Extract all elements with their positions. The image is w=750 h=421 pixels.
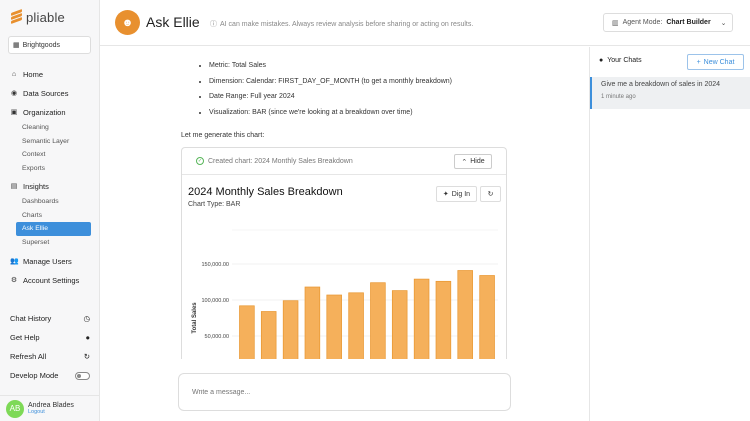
org-name: Brightgoods [22, 41, 60, 49]
nav-manage-users[interactable]: 👥 Manage Users [10, 256, 72, 266]
nav-context[interactable]: Context [22, 151, 46, 159]
nav-account-settings[interactable]: ⚙ Account Settings [10, 275, 80, 285]
response-bullets: Metric: Total Sales Dimension: Calendar:… [209, 62, 452, 124]
hide-button[interactable]: ⌃ Hide [454, 154, 492, 169]
message-input[interactable] [178, 373, 511, 411]
users-icon: 👥 [10, 258, 19, 265]
page-header: ☻ Ask Ellie ⓘ AI can make mistakes. Alwa… [100, 0, 750, 46]
avatar[interactable]: AB [6, 399, 24, 418]
list-item: Metric: Total Sales [209, 62, 452, 69]
refresh-icon: ↻ [83, 352, 90, 361]
chart-title: 2024 Monthly Sales Breakdown [188, 186, 343, 198]
bar-chart-icon: ▥ [612, 19, 619, 27]
chats-panel: ● Your Chats + New Chat Give me a breakd… [589, 47, 750, 421]
y-tick-label: 50,000.00 [205, 334, 229, 340]
chat-item-time: 1 minute ago [601, 94, 636, 100]
ai-disclaimer: ⓘ AI can make mistakes. Always review an… [210, 20, 474, 29]
refresh-icon: ↻ [487, 191, 494, 198]
chat-bubble-icon: ● [85, 333, 90, 342]
org-selector[interactable]: ▦ Brightgoods [8, 36, 91, 54]
chart-bar[interactable] [391, 290, 408, 359]
user-name: Andrea Blades [28, 402, 74, 409]
page-title: Ask Ellie [146, 14, 200, 30]
y-tick-label: 150,000.00 [201, 262, 229, 268]
created-chart-label: Created chart: 2024 Monthly Sales Breakd… [208, 157, 353, 165]
logo[interactable]: pliable [10, 8, 65, 25]
check-circle-icon: ✓ [196, 157, 204, 165]
chart-type-label: Chart Type: BAR [188, 201, 241, 208]
sparkle-icon: ✦ [442, 191, 449, 198]
chart-bar[interactable] [326, 294, 342, 359]
chat-item-title: Give me a breakdown of sales in 2024 [601, 81, 721, 88]
home-icon: ⌂ [11, 70, 17, 78]
nav-superset[interactable]: Superset [22, 238, 50, 246]
y-tick-label: 100,000.00 [201, 298, 229, 304]
database-icon: ◉ [10, 90, 18, 97]
chevron-up-icon: ⌃ [461, 158, 468, 166]
chart-bar[interactable] [457, 270, 473, 360]
sidebar: pliable ▦ Brightgoods ⌂ Home ◉ Data Sour… [0, 0, 100, 421]
list-item: Visualization: BAR (since we're looking … [209, 109, 452, 116]
chart-bar[interactable] [479, 275, 495, 360]
chat-icon: ● [599, 57, 604, 64]
chart-bar[interactable] [348, 292, 364, 359]
chart-bar[interactable] [413, 278, 430, 359]
chart-bar[interactable] [239, 305, 255, 359]
main-nav: ⌂ Home ◉ Data Sources ▣ Organization Cle… [0, 65, 100, 289]
agent-mode-dropdown[interactable]: ▥ Agent Mode: Chart Builder ⌄ [603, 13, 733, 32]
chevron-down-icon: ⌄ [720, 19, 727, 27]
refresh-all-button[interactable]: Refresh All ↻ [10, 352, 90, 361]
robot-icon: ☻ [115, 10, 140, 35]
chart-card-header: ✓ Created chart: 2024 Monthly Sales Brea… [182, 148, 506, 175]
chat-list-item[interactable]: Give me a breakdown of sales in 2024 1 m… [590, 77, 750, 109]
nav-charts[interactable]: Charts [22, 211, 43, 219]
insights-icon: ▤ [10, 183, 18, 190]
response-intro: Let me generate this chart: [181, 132, 265, 139]
chart-card: ✓ Created chart: 2024 Monthly Sales Brea… [181, 147, 507, 359]
list-item: Date Range: Full year 2024 [209, 93, 452, 100]
chart-refresh-button[interactable]: ↻ [480, 186, 501, 202]
chart-bar[interactable] [282, 300, 299, 359]
history-icon: ◷ [83, 314, 90, 323]
nav-cleaning[interactable]: Cleaning [22, 124, 49, 132]
brand-name: pliable [26, 9, 65, 25]
logout-link[interactable]: Logout [28, 409, 45, 415]
list-item: Dimension: Calendar: FIRST_DAY_OF_MONTH … [209, 78, 452, 85]
nav-exports[interactable]: Exports [22, 164, 46, 172]
develop-mode-toggle[interactable] [75, 371, 90, 380]
building-icon: ▦ [13, 42, 20, 49]
nav-data-sources[interactable]: ◉ Data Sources [10, 88, 69, 98]
get-help-button[interactable]: Get Help ● [10, 333, 90, 342]
chat-area: Metric: Total Sales Dimension: Calendar:… [100, 47, 589, 421]
y-axis-label: Total Sales [192, 302, 198, 334]
chart-bar[interactable] [260, 311, 277, 360]
plus-icon: + [696, 58, 701, 66]
chart-bar[interactable] [370, 282, 386, 359]
nav-home[interactable]: ⌂ Home [11, 69, 44, 79]
nav-semantic-layer[interactable]: Semantic Layer [22, 137, 70, 145]
chat-history-button[interactable]: Chat History ◷ [10, 314, 90, 323]
nav-organization[interactable]: ▣ Organization [10, 107, 66, 117]
nav-dashboards[interactable]: Dashboards [22, 198, 59, 206]
nav-insights[interactable]: ▤ Insights [10, 181, 49, 191]
chart-bar[interactable] [435, 280, 452, 359]
chart-bar[interactable] [304, 286, 321, 359]
user-profile: AB Andrea Blades Logout [0, 395, 100, 421]
nav-ask-ellie[interactable]: Ask Ellie [16, 222, 91, 236]
info-icon: ⓘ [210, 21, 217, 28]
dig-in-button[interactable]: ✦ Dig In [436, 186, 477, 202]
bar-chart: Total Sales 150,000.00 100,000.00 50,000.0… [192, 229, 498, 360]
gear-icon: ⚙ [10, 277, 18, 284]
new-chat-button[interactable]: + New Chat [687, 54, 744, 70]
your-chats-heading: ● Your Chats [599, 57, 642, 64]
pliable-logo-icon [10, 8, 23, 25]
organization-icon: ▣ [10, 109, 18, 116]
develop-mode-row: Develop Mode [10, 371, 90, 380]
